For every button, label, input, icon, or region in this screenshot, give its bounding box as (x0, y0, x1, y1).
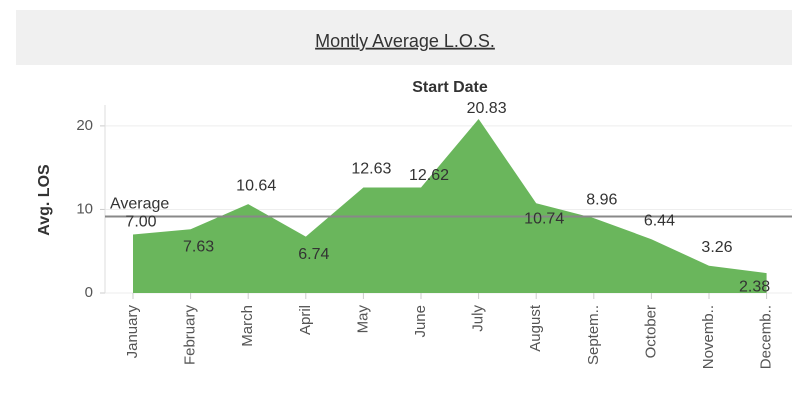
data-label: 12.62 (409, 167, 449, 184)
y-tick-label: 0 (85, 284, 93, 301)
data-label: 6.74 (298, 246, 329, 263)
x-header: Start Date (412, 79, 488, 96)
x-tick-label: August (527, 304, 544, 352)
area (133, 118, 767, 293)
data-label: 7.63 (183, 238, 214, 255)
x-tick-label: October (642, 305, 659, 358)
header-band (16, 10, 792, 65)
x-tick-label: June (412, 305, 429, 338)
data-label: 8.96 (586, 191, 617, 208)
data-label: 10.74 (524, 210, 564, 227)
data-label: 12.63 (351, 161, 391, 178)
y-tick-label: 20 (76, 117, 93, 134)
x-tick-label: July (470, 305, 487, 332)
data-label: 10.64 (236, 177, 276, 194)
x-tick-label: April (297, 305, 314, 335)
x-tick-label: May (354, 305, 371, 334)
data-label: 6.44 (644, 212, 675, 229)
x-tick-label: March (239, 305, 256, 347)
data-label: 3.26 (701, 239, 732, 256)
x-tick-label: Septem.. (585, 305, 602, 365)
x-tick-label: January (124, 305, 141, 359)
data-label: 2.38 (739, 278, 770, 295)
x-tick-label: Novemb.. (700, 305, 717, 369)
y-axis-label: Avg. LOS (36, 164, 53, 236)
x-tick-label: February (182, 305, 199, 366)
reference-label: Average (110, 196, 169, 213)
y-tick-label: 10 (76, 200, 93, 217)
chart-title: Montly Average L.O.S. (315, 31, 495, 51)
data-label: 20.83 (467, 100, 507, 117)
data-label: 7.00 (125, 214, 156, 231)
x-tick-label: Decemb.. (758, 305, 775, 369)
